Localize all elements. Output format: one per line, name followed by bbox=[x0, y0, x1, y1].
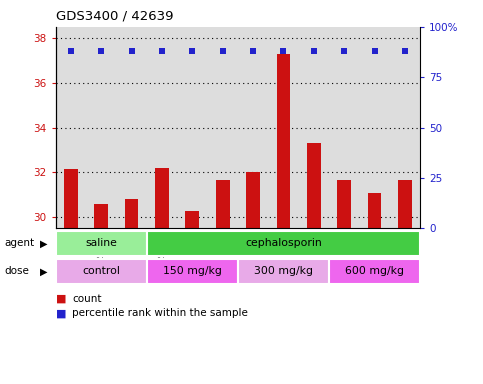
Text: ▶: ▶ bbox=[40, 238, 47, 248]
Bar bbox=[86, 27, 116, 228]
Bar bbox=[56, 27, 86, 228]
Text: 300 mg/kg: 300 mg/kg bbox=[254, 266, 313, 276]
Bar bbox=[246, 172, 260, 228]
Bar bbox=[398, 180, 412, 228]
Bar bbox=[177, 27, 208, 228]
Text: saline: saline bbox=[85, 238, 117, 248]
Bar bbox=[238, 259, 329, 284]
Bar bbox=[94, 204, 108, 228]
Bar bbox=[368, 193, 382, 228]
Text: count: count bbox=[72, 294, 102, 304]
Text: GDS3400 / 42639: GDS3400 / 42639 bbox=[56, 10, 173, 23]
Bar bbox=[216, 180, 229, 228]
Text: dose: dose bbox=[5, 266, 30, 276]
Text: percentile rank within the sample: percentile rank within the sample bbox=[72, 308, 248, 318]
Bar bbox=[56, 259, 147, 284]
Bar bbox=[238, 27, 268, 228]
Text: ▶: ▶ bbox=[40, 266, 47, 276]
Bar bbox=[56, 231, 147, 256]
Bar bbox=[125, 199, 138, 228]
Bar bbox=[277, 54, 290, 228]
Bar bbox=[64, 169, 78, 228]
Bar bbox=[147, 27, 177, 228]
Text: ■: ■ bbox=[56, 294, 66, 304]
Bar bbox=[147, 231, 420, 256]
Bar bbox=[329, 27, 359, 228]
Text: cephalosporin: cephalosporin bbox=[245, 238, 322, 248]
Text: 600 mg/kg: 600 mg/kg bbox=[345, 266, 404, 276]
Bar bbox=[338, 180, 351, 228]
Text: 150 mg/kg: 150 mg/kg bbox=[163, 266, 222, 276]
Bar bbox=[155, 168, 169, 228]
Bar bbox=[329, 259, 420, 284]
Bar bbox=[298, 27, 329, 228]
Text: agent: agent bbox=[5, 238, 35, 248]
Bar bbox=[208, 27, 238, 228]
Bar bbox=[116, 27, 147, 228]
Text: ■: ■ bbox=[56, 308, 66, 318]
Bar bbox=[268, 27, 298, 228]
Bar bbox=[147, 259, 238, 284]
Bar bbox=[307, 143, 321, 228]
Bar bbox=[390, 27, 420, 228]
Bar bbox=[185, 210, 199, 228]
Text: control: control bbox=[82, 266, 120, 276]
Bar bbox=[359, 27, 390, 228]
